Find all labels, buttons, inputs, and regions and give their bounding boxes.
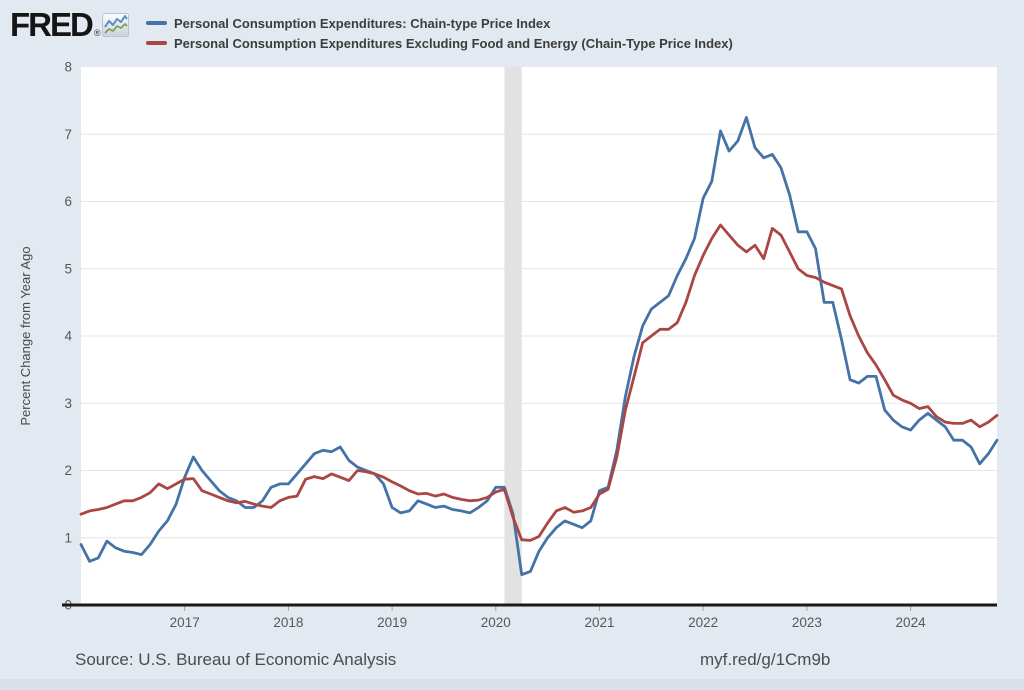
x-tick-label-2023: 2023 — [792, 615, 822, 630]
footer-strip — [0, 679, 1024, 690]
x-tick-label-2021: 2021 — [584, 615, 614, 630]
registered-trademark: ® — [93, 28, 101, 38]
y-tick-label-8: 8 — [64, 60, 72, 75]
pce-headline-line — [79, 116, 999, 577]
short-url-link[interactable]: myf.red/g/1Cm9b — [700, 650, 831, 669]
y-tick-label-2: 2 — [64, 463, 72, 478]
y-tick-label-5: 5 — [64, 261, 72, 276]
y-tick-label-3: 3 — [64, 396, 72, 411]
y-tick-label-1: 1 — [64, 530, 72, 545]
legend-item-1[interactable]: Personal Consumption Expenditures Exclud… — [146, 33, 733, 53]
x-tick-label-2018: 2018 — [273, 615, 303, 630]
legend-line-marker — [146, 41, 167, 45]
legend-label: Personal Consumption Expenditures: Chain… — [174, 15, 551, 31]
fred-logo[interactable]: FRED ® — [10, 6, 130, 43]
legend-item-0[interactable]: Personal Consumption Expenditures: Chain… — [146, 13, 733, 33]
y-axis-title: Percent Change from Year Ago — [18, 246, 33, 425]
legend-label: Personal Consumption Expenditures Exclud… — [174, 35, 733, 51]
x-tick-label-2019: 2019 — [377, 615, 407, 630]
fred-sparkline-icon — [102, 13, 130, 37]
x-tick-label-2024: 2024 — [896, 615, 927, 630]
y-tick-label-4: 4 — [64, 329, 72, 344]
pce-core-line — [79, 223, 999, 542]
source-note: Source: U.S. Bureau of Economic Analysis — [75, 650, 397, 669]
x-tick-label-2020: 2020 — [481, 615, 511, 630]
legend-line-marker — [146, 21, 167, 25]
chart-legend: Personal Consumption Expenditures: Chain… — [146, 13, 733, 53]
y-tick-label-7: 7 — [64, 127, 72, 142]
x-tick-label-2017: 2017 — [170, 615, 200, 630]
fred-logo-text: FRED — [10, 6, 94, 43]
y-tick-label-6: 6 — [64, 194, 72, 209]
x-tick-label-2022: 2022 — [688, 615, 718, 630]
